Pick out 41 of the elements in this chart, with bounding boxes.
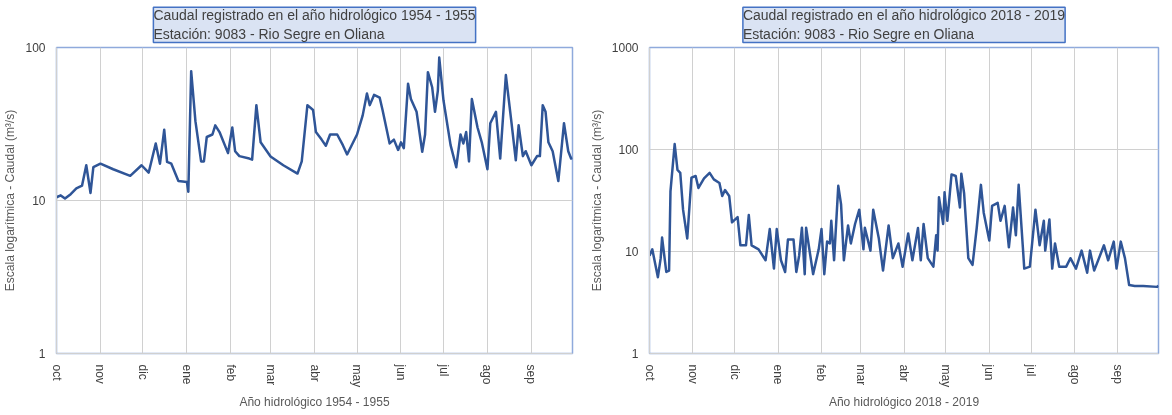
y-axis-title: Escala logarítmica - Caudal (m³/s) <box>589 109 604 292</box>
x-tick-label: nov <box>93 364 108 384</box>
x-tick-label: abr <box>307 364 322 382</box>
x-tick-label: jun <box>982 363 997 381</box>
y-tick-label: 100 <box>618 143 639 157</box>
chart-subtitle: Estación: 9083 - Rio Segre en Oliana <box>153 26 385 43</box>
x-axis-title: Año hidrológico 2018 - 2019 <box>828 395 980 410</box>
y-tick-label: 1 <box>38 347 46 361</box>
x-tick-label: dic <box>135 364 150 380</box>
x-tick-label: abr <box>897 364 911 382</box>
chart-title: Caudal registrado en el año hidrológico 2018 - 2019 <box>742 7 1066 24</box>
x-tick-label: feb <box>814 364 829 382</box>
x-tick-label: jul <box>1024 363 1039 377</box>
chart-title: Caudal registrado en el año hidrológico 1954 - 1955 <box>153 7 476 24</box>
x-tick-label: dic <box>727 364 742 380</box>
x-tick-label: sep <box>524 364 539 385</box>
y-tick-label: 1 <box>631 347 639 361</box>
y-tick-label: 1000 <box>611 41 639 55</box>
x-tick-label: jun <box>393 363 408 381</box>
x-tick-label: ene <box>771 364 786 385</box>
y-tick-label: 10 <box>625 245 639 259</box>
x-tick-label: oct <box>49 364 64 382</box>
x-tick-label: oct <box>642 364 657 382</box>
line-series <box>56 56 573 200</box>
y-tick-label: 10 <box>32 194 46 208</box>
x-tick-label: mar <box>263 364 278 386</box>
x-tick-label: mar <box>853 364 868 386</box>
x-tick-label: may <box>938 364 953 388</box>
x-tick-label: ago <box>480 364 495 385</box>
chart-subtitle: Estación: 9083 - Rio Segre en Oliana <box>742 26 975 43</box>
x-tick-label: feb <box>223 364 238 382</box>
x-tick-label: ene <box>179 364 194 385</box>
x-tick-label: may <box>350 364 365 388</box>
x-tick-label: ago <box>1067 364 1082 385</box>
line-series <box>649 142 1159 289</box>
x-tick-label: nov <box>685 364 700 384</box>
y-axis-title: Escala logarítmica - Caudal (m³/s) <box>3 109 18 292</box>
x-tick-label: sep <box>1110 364 1125 385</box>
y-tick-label: 100 <box>25 41 46 55</box>
x-tick-label: jul <box>436 363 451 377</box>
x-axis-title: Año hidrológico 1954 - 1955 <box>239 395 390 410</box>
